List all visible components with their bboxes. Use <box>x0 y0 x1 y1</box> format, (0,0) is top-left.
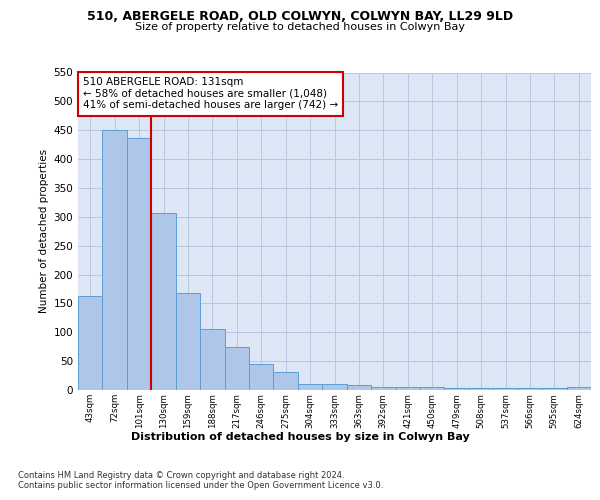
Bar <box>566 387 591 390</box>
Bar <box>322 384 347 390</box>
Bar <box>469 388 493 390</box>
Text: 510 ABERGELE ROAD: 131sqm
← 58% of detached houses are smaller (1,048)
41% of se: 510 ABERGELE ROAD: 131sqm ← 58% of detac… <box>83 78 338 110</box>
Bar <box>395 387 420 390</box>
Bar <box>274 372 298 390</box>
Text: 510, ABERGELE ROAD, OLD COLWYN, COLWYN BAY, LL29 9LD: 510, ABERGELE ROAD, OLD COLWYN, COLWYN B… <box>87 10 513 23</box>
Bar <box>371 387 395 390</box>
Text: Contains public sector information licensed under the Open Government Licence v3: Contains public sector information licen… <box>18 481 383 490</box>
Bar <box>200 329 224 390</box>
Bar <box>127 138 151 390</box>
Bar <box>151 213 176 390</box>
Bar <box>103 130 127 390</box>
Text: Contains HM Land Registry data © Crown copyright and database right 2024.: Contains HM Land Registry data © Crown c… <box>18 471 344 480</box>
Y-axis label: Number of detached properties: Number of detached properties <box>39 149 49 314</box>
Bar <box>298 384 322 390</box>
Bar <box>347 386 371 390</box>
Bar <box>420 387 445 390</box>
Bar <box>78 296 103 390</box>
Bar <box>249 364 274 390</box>
Bar <box>542 388 566 390</box>
Bar <box>445 388 469 390</box>
Bar <box>224 348 249 390</box>
Text: Distribution of detached houses by size in Colwyn Bay: Distribution of detached houses by size … <box>131 432 469 442</box>
Text: Size of property relative to detached houses in Colwyn Bay: Size of property relative to detached ho… <box>135 22 465 32</box>
Bar <box>493 388 518 390</box>
Bar <box>518 388 542 390</box>
Bar <box>176 293 200 390</box>
